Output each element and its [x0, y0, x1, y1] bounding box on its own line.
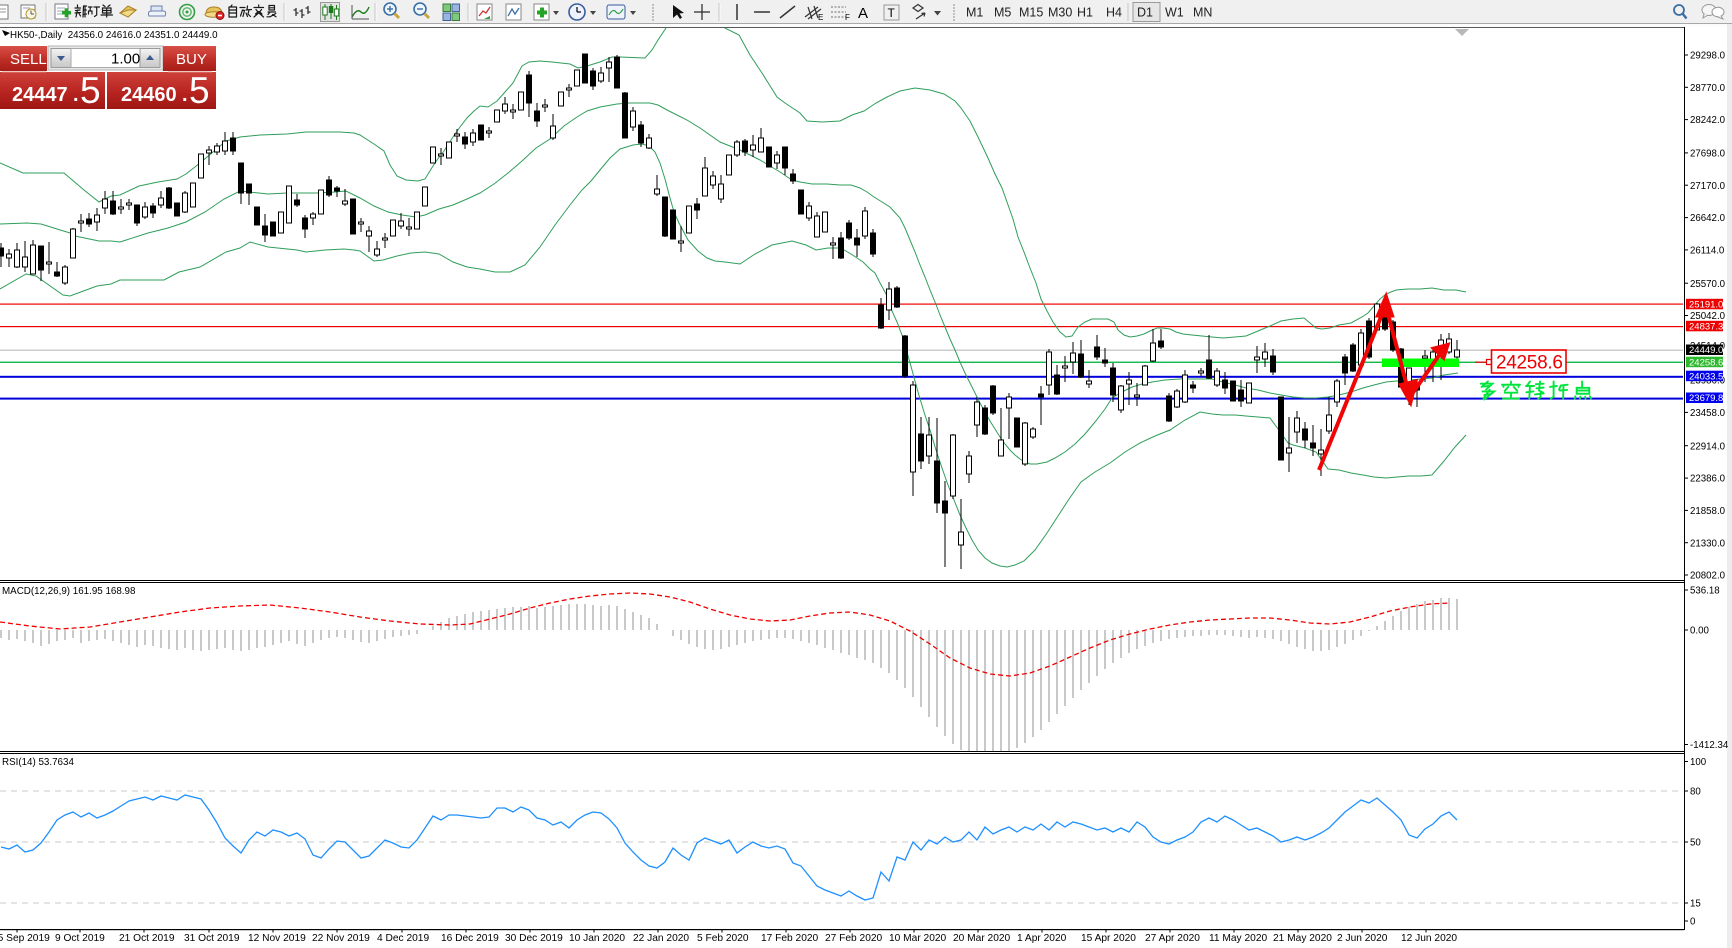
svg-text:10 Jan 2020: 10 Jan 2020: [569, 933, 625, 944]
svg-text:4 Dec 2019: 4 Dec 2019: [377, 933, 429, 944]
svg-text:80: 80: [1690, 787, 1701, 798]
svg-text:-1412.34: -1412.34: [1690, 740, 1729, 751]
svg-text:0: 0: [1690, 917, 1696, 928]
svg-text:25 Sep 2019: 25 Sep 2019: [0, 933, 50, 944]
svg-text:D1: D1: [1137, 6, 1153, 20]
svg-text:SELL: SELL: [10, 51, 47, 68]
svg-text:24033.5: 24033.5: [1689, 371, 1723, 382]
svg-text:23679.8: 23679.8: [1689, 393, 1723, 404]
svg-text:26114.0: 26114.0: [1690, 246, 1725, 257]
svg-text:F: F: [845, 13, 850, 22]
svg-text:24258.6: 24258.6: [1689, 357, 1723, 368]
svg-text:5: 5: [189, 70, 210, 111]
svg-text:25191.0: 25191.0: [1689, 300, 1723, 311]
svg-text:26642.0: 26642.0: [1690, 213, 1726, 224]
svg-text:5: 5: [80, 70, 101, 111]
svg-text:15: 15: [1690, 899, 1701, 910]
svg-text:W1: W1: [1165, 6, 1184, 20]
svg-text:2 Jun 2020: 2 Jun 2020: [1337, 933, 1388, 944]
svg-text:.: .: [73, 84, 79, 106]
svg-text:H4: H4: [1106, 6, 1122, 20]
svg-text:H1: H1: [1077, 6, 1093, 20]
svg-text:21 Oct 2019: 21 Oct 2019: [119, 933, 175, 944]
svg-text:.: .: [182, 84, 188, 106]
svg-text:22 Nov 2019: 22 Nov 2019: [312, 933, 370, 944]
svg-text:E: E: [818, 13, 823, 22]
svg-text:21858.0: 21858.0: [1690, 506, 1726, 517]
svg-text:15 Apr 2020: 15 Apr 2020: [1081, 933, 1136, 944]
svg-text:28770.0: 28770.0: [1690, 83, 1726, 94]
svg-text:31 Oct 2019: 31 Oct 2019: [184, 933, 240, 944]
svg-text:9 Oct 2019: 9 Oct 2019: [55, 933, 105, 944]
svg-text:0.00: 0.00: [1690, 626, 1709, 637]
svg-text:M30: M30: [1048, 6, 1072, 20]
svg-text:BUY: BUY: [176, 51, 207, 68]
svg-text:29298.0: 29298.0: [1690, 51, 1726, 62]
svg-text:28242.0: 28242.0: [1690, 115, 1726, 126]
svg-text:27 Apr 2020: 27 Apr 2020: [1145, 933, 1200, 944]
svg-text:23458.0: 23458.0: [1690, 408, 1726, 419]
svg-text:A: A: [858, 5, 868, 22]
svg-text:21330.0: 21330.0: [1690, 538, 1726, 549]
svg-text:1.00: 1.00: [111, 51, 140, 68]
svg-text:24449.0: 24449.0: [1689, 345, 1723, 356]
svg-text:16 Dec 2019: 16 Dec 2019: [441, 933, 499, 944]
svg-text:27698.0: 27698.0: [1690, 149, 1726, 160]
svg-text:MN: MN: [1193, 6, 1212, 20]
svg-text:24447: 24447: [12, 84, 68, 106]
svg-text:20802.0: 20802.0: [1690, 571, 1726, 582]
svg-text:1 Apr 2020: 1 Apr 2020: [1017, 933, 1067, 944]
svg-text:5 Feb 2020: 5 Feb 2020: [697, 933, 749, 944]
svg-text:12 Nov 2019: 12 Nov 2019: [248, 933, 306, 944]
svg-text:12 Jun 2020: 12 Jun 2020: [1401, 933, 1457, 944]
svg-text:24837.3: 24837.3: [1689, 322, 1723, 333]
svg-text:MACD(12,26,9) 161.95 168.98: MACD(12,26,9) 161.95 168.98: [2, 586, 136, 597]
svg-text:RSI(14) 53.7634: RSI(14) 53.7634: [2, 757, 74, 768]
svg-text:25570.0: 25570.0: [1690, 279, 1726, 290]
svg-text:22386.0: 22386.0: [1690, 474, 1726, 485]
svg-text:22 Jan 2020: 22 Jan 2020: [633, 933, 689, 944]
svg-text:24460: 24460: [121, 84, 177, 106]
svg-text:HK50-,Daily 24356.0 24616.0 2: HK50-,Daily 24356.0 24616.0 24351.0 2444…: [10, 30, 218, 41]
svg-text:30 Dec 2019: 30 Dec 2019: [505, 933, 563, 944]
svg-text:M1: M1: [966, 6, 983, 20]
svg-text:M15: M15: [1019, 6, 1043, 20]
svg-text:22914.0: 22914.0: [1690, 441, 1726, 452]
svg-text:20 Mar 2020: 20 Mar 2020: [953, 933, 1011, 944]
svg-text:10 Mar 2020: 10 Mar 2020: [889, 933, 947, 944]
svg-text:24258.6: 24258.6: [1496, 353, 1563, 374]
svg-text:T: T: [888, 6, 896, 20]
svg-text:27 Feb 2020: 27 Feb 2020: [825, 933, 883, 944]
svg-text:100: 100: [1690, 757, 1707, 768]
svg-text:21 May 2020: 21 May 2020: [1273, 933, 1332, 944]
svg-text:536.18: 536.18: [1690, 586, 1720, 597]
svg-text:50: 50: [1690, 838, 1701, 849]
svg-text:25042.0: 25042.0: [1690, 311, 1726, 322]
svg-text:M5: M5: [994, 6, 1011, 20]
svg-text:17 Feb 2020: 17 Feb 2020: [761, 933, 819, 944]
svg-text:11 May 2020: 11 May 2020: [1209, 933, 1267, 944]
svg-text:27170.0: 27170.0: [1690, 181, 1726, 192]
